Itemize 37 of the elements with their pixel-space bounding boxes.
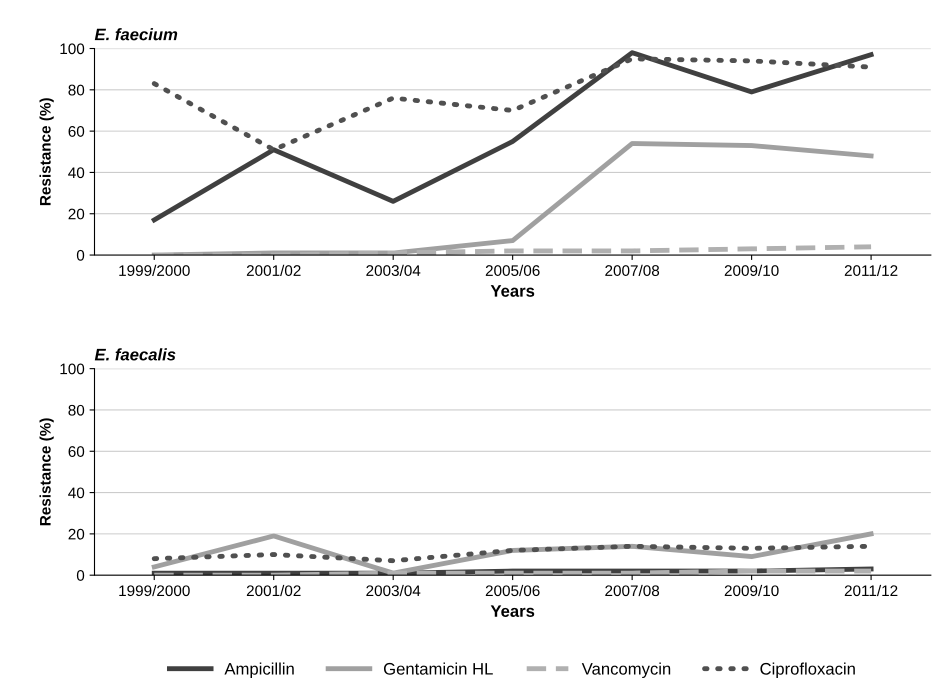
y-tick-label: 0 [76, 570, 84, 581]
x-tick-label: 2003/04 [366, 264, 420, 276]
x-tick-label: 2005/06 [486, 584, 540, 596]
y-tick-label: 20 [68, 208, 84, 220]
x-tick-label: 2011/12 [844, 264, 898, 276]
y-tick-label: 0 [76, 250, 84, 261]
chart-title: E. faecium [94, 28, 178, 40]
x-tick-label: 1999/2000 [119, 584, 190, 596]
y-tick-label: 80 [68, 84, 84, 96]
x-tick-label: 2007/08 [605, 264, 660, 276]
y-tick-label: 60 [68, 446, 84, 457]
y-axis-title: Resistance (%) [39, 418, 54, 526]
x-tick-label: 2007/08 [605, 584, 660, 596]
y-axis-title: Resistance (%) [39, 98, 54, 206]
y-tick-label: 20 [68, 528, 84, 540]
legend-label: Ampicillin [224, 662, 294, 678]
line-series [152, 50, 874, 222]
legend-label: Ciprofloxacin [760, 662, 855, 678]
x-tick-label: 1999/2000 [119, 264, 190, 276]
x-tick-label: 2003/04 [366, 584, 420, 596]
x-axis-title: Years [490, 605, 534, 617]
y-tick-label: 100 [60, 364, 84, 374]
x-axis-title: Years [490, 285, 534, 297]
legend-label: Gentamicin HL [384, 662, 493, 675]
y-tick-label: 100 [60, 43, 84, 54]
y-tick-label: 40 [68, 167, 84, 178]
y-tick-label: 80 [68, 404, 84, 416]
x-tick-label: 2009/10 [724, 584, 779, 596]
y-tick-label: 60 [68, 126, 84, 137]
y-tick-label: 40 [68, 487, 84, 498]
legend-label: Vancomycin [582, 662, 670, 678]
chart-title: E. faecalis [94, 348, 176, 360]
x-tick-label: 2001/02 [246, 584, 301, 596]
x-tick-label: 2005/06 [486, 264, 540, 276]
x-tick-label: 2001/02 [246, 264, 301, 276]
x-tick-label: 2011/12 [844, 584, 898, 596]
x-tick-label: 2009/10 [724, 264, 779, 276]
